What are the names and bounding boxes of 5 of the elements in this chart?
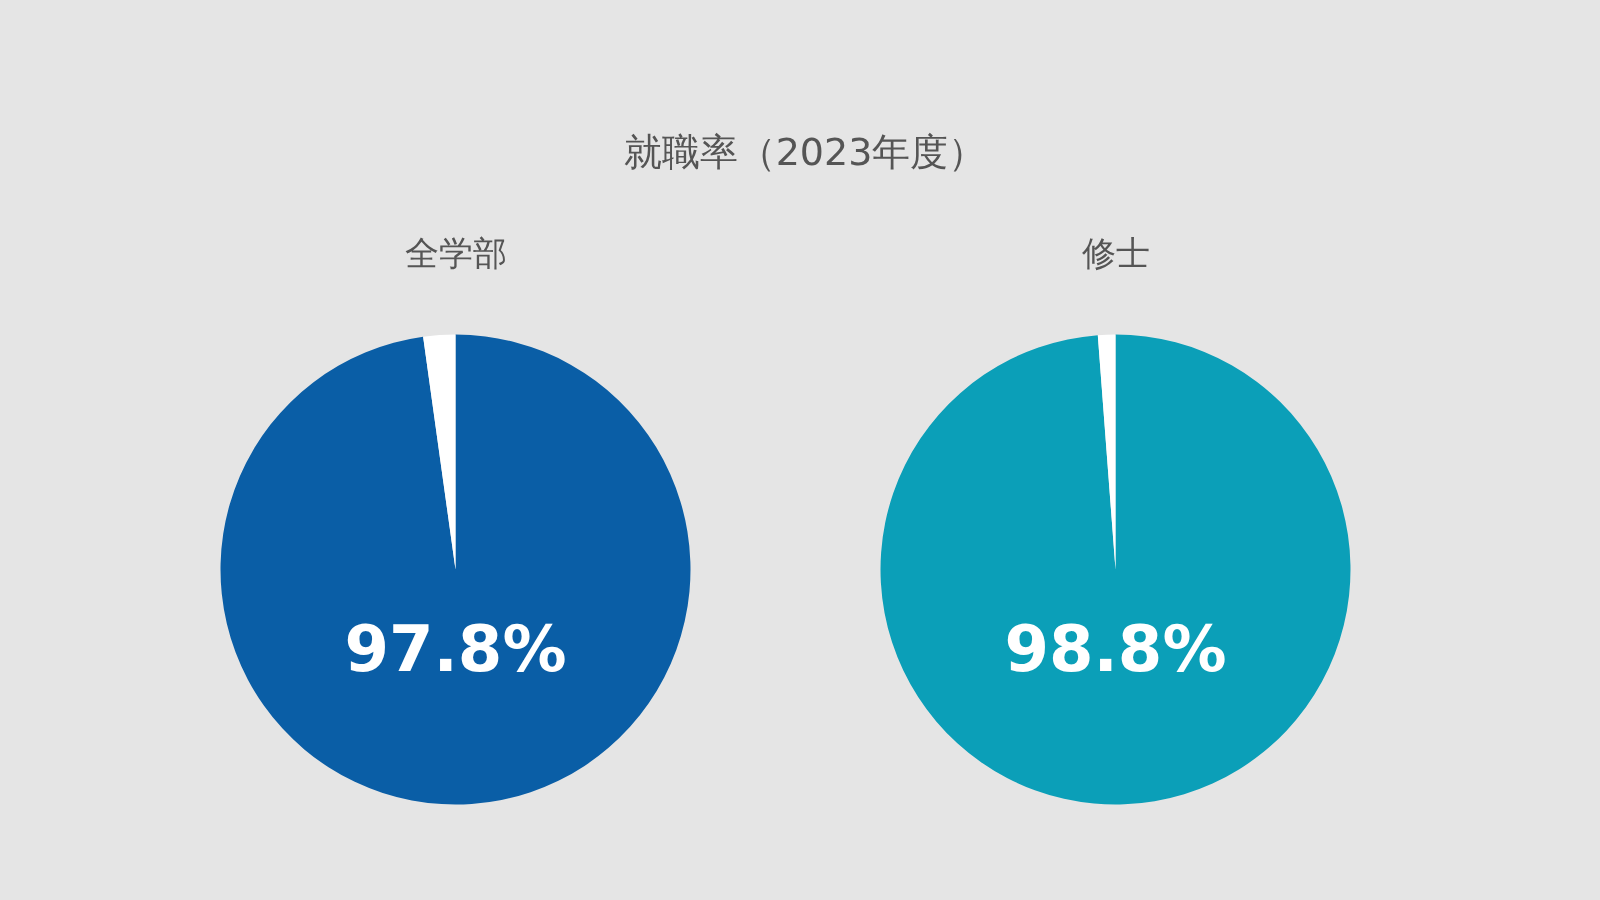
chart-subtitle: 修士 xyxy=(1081,232,1150,273)
chart-subtitle: 全学部 xyxy=(404,232,507,273)
data-label: 98.8% xyxy=(1004,611,1227,686)
text: 就職率（2023年度） xyxy=(622,129,988,176)
data-label: 97.8% xyxy=(344,611,567,686)
